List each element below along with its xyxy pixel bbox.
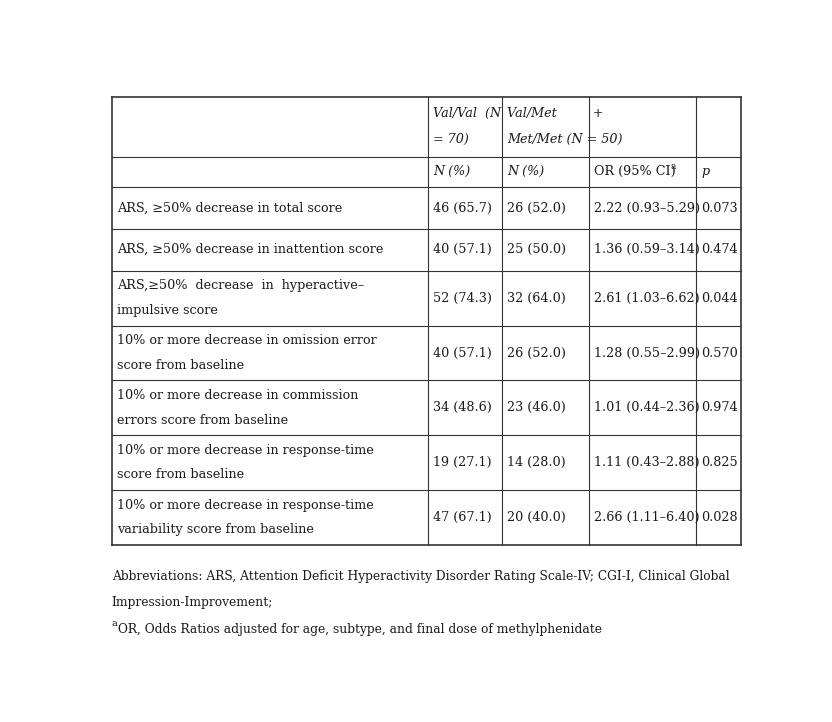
Text: Impression-Improvement;: Impression-Improvement;	[111, 596, 273, 609]
Text: 32 (64.0): 32 (64.0)	[507, 292, 566, 305]
Text: N (%): N (%)	[507, 165, 544, 178]
Text: 52 (74.3): 52 (74.3)	[433, 292, 492, 305]
Text: 14 (28.0): 14 (28.0)	[507, 456, 566, 469]
Text: Val/Met         +: Val/Met +	[507, 107, 603, 120]
Text: Met/Met (N = 50): Met/Met (N = 50)	[507, 134, 622, 147]
Text: = 70): = 70)	[433, 134, 468, 147]
Text: 2.61 (1.03–6.62): 2.61 (1.03–6.62)	[594, 292, 700, 305]
Text: 10% or more decrease in commission: 10% or more decrease in commission	[116, 389, 359, 402]
Text: 19 (27.1): 19 (27.1)	[433, 456, 492, 469]
Text: a: a	[111, 619, 117, 627]
Text: 1.11 (0.43–2.88): 1.11 (0.43–2.88)	[594, 456, 700, 469]
Text: 1.28 (0.55–2.99): 1.28 (0.55–2.99)	[594, 347, 701, 360]
Text: 46 (65.7): 46 (65.7)	[433, 201, 492, 214]
Text: 1.36 (0.59–3.14): 1.36 (0.59–3.14)	[594, 243, 700, 256]
Text: N (%): N (%)	[433, 165, 470, 178]
Text: 0.974: 0.974	[701, 401, 738, 414]
Text: 23 (46.0): 23 (46.0)	[507, 401, 566, 414]
Text: 26 (52.0): 26 (52.0)	[507, 201, 566, 214]
Text: 2.66 (1.11–6.40): 2.66 (1.11–6.40)	[594, 511, 700, 524]
Text: errors score from baseline: errors score from baseline	[116, 414, 288, 427]
Text: ARS,≥50%  decrease  in  hyperactive–: ARS,≥50% decrease in hyperactive–	[116, 279, 364, 292]
Text: 40 (57.1): 40 (57.1)	[433, 347, 492, 360]
Text: 47 (67.1): 47 (67.1)	[433, 511, 492, 524]
Text: OR (95% CI): OR (95% CI)	[594, 165, 676, 178]
Text: 1.01 (0.44–2.36): 1.01 (0.44–2.36)	[594, 401, 700, 414]
Text: variability score from baseline: variability score from baseline	[116, 523, 314, 536]
Text: 0.073: 0.073	[701, 201, 738, 214]
Text: 10% or more decrease in response-time: 10% or more decrease in response-time	[116, 444, 374, 457]
Text: 0.028: 0.028	[701, 511, 738, 524]
Text: 40 (57.1): 40 (57.1)	[433, 243, 492, 256]
Text: ARS, ≥50% decrease in total score: ARS, ≥50% decrease in total score	[116, 201, 342, 214]
Text: 10% or more decrease in omission error: 10% or more decrease in omission error	[116, 334, 377, 347]
Text: Abbreviations: ARS, Attention Deficit Hyperactivity Disorder Rating Scale-IV; CG: Abbreviations: ARS, Attention Deficit Hy…	[111, 570, 730, 583]
Text: impulsive score: impulsive score	[116, 304, 218, 317]
Text: 20 (40.0): 20 (40.0)	[507, 511, 566, 524]
Text: Val/Val  (N: Val/Val (N	[433, 107, 501, 120]
Text: 10% or more decrease in response-time: 10% or more decrease in response-time	[116, 499, 374, 512]
Text: a: a	[670, 162, 676, 171]
Text: 34 (48.6): 34 (48.6)	[433, 401, 492, 414]
Text: 0.044: 0.044	[701, 292, 738, 305]
Text: 0.825: 0.825	[701, 456, 738, 469]
Text: 2.22 (0.93–5.29): 2.22 (0.93–5.29)	[594, 201, 701, 214]
Text: score from baseline: score from baseline	[116, 469, 244, 482]
Text: ARS, ≥50% decrease in inattention score: ARS, ≥50% decrease in inattention score	[116, 243, 384, 256]
Text: 25 (50.0): 25 (50.0)	[507, 243, 566, 256]
Text: p: p	[701, 165, 709, 178]
Text: 0.570: 0.570	[701, 347, 738, 360]
Text: score from baseline: score from baseline	[116, 359, 244, 372]
Text: 26 (52.0): 26 (52.0)	[507, 347, 566, 360]
Text: OR, Odds Ratios adjusted for age, subtype, and final dose of methylphenidate: OR, Odds Ratios adjusted for age, subtyp…	[118, 623, 602, 636]
Text: 0.474: 0.474	[701, 243, 738, 256]
